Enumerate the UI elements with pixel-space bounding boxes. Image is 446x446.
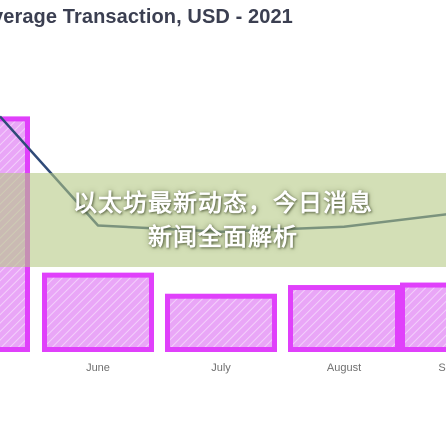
banner-line-2: 新闻全面解析 xyxy=(148,223,298,251)
bar-hatch-fill xyxy=(47,277,149,347)
banner-line-1: 以太坊最新动态，今日消息 xyxy=(73,189,373,217)
x-tick-label: S xyxy=(438,362,445,374)
x-tick-label: August xyxy=(327,362,361,374)
bar-hatch-fill xyxy=(170,298,272,347)
x-tick-label: June xyxy=(86,362,110,374)
x-tick-label: July xyxy=(211,362,231,374)
chart-title: verage Transaction, USD - 2021 xyxy=(0,6,293,28)
overlay-banner: 以太坊最新动态，今日消息 新闻全面解析 xyxy=(0,173,446,267)
bar-hatch-fill xyxy=(405,287,446,347)
bar-hatch-fill xyxy=(293,290,395,347)
